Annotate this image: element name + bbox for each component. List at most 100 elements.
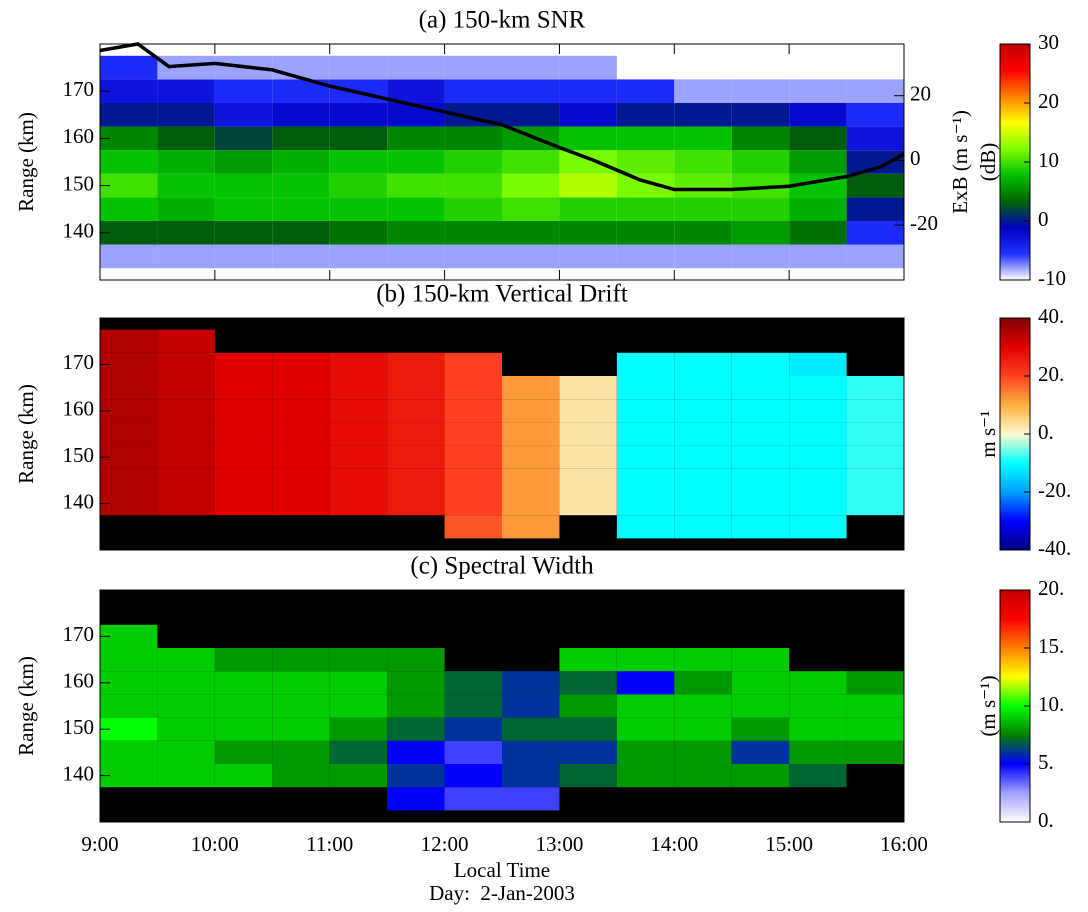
heatmap-cell	[387, 468, 445, 492]
heatmap-cell	[502, 79, 560, 103]
heatmap-cell	[444, 764, 502, 788]
heatmap-cell	[272, 352, 330, 376]
heatmap-cell	[272, 764, 330, 788]
heatmap-cell	[502, 173, 560, 198]
heatmap-cell	[444, 492, 502, 516]
heatmap-cell	[100, 173, 158, 198]
heatmap-cell	[846, 422, 904, 446]
heatmap-cell	[214, 103, 273, 127]
y2-tick-label: 20	[910, 82, 931, 106]
heatmap-cell	[559, 150, 617, 174]
heatmap-cell	[789, 376, 847, 400]
colorbar-tick-label: 10.	[1038, 692, 1064, 716]
heatmap-cell	[272, 694, 330, 718]
plot-frame	[99, 317, 905, 551]
heatmap-cell	[444, 244, 502, 269]
heatmap-cell	[214, 671, 273, 695]
heatmap-cell	[214, 197, 273, 221]
heatmap-cell	[100, 126, 158, 151]
heatmap-cell	[846, 150, 904, 174]
heatmap-cell	[272, 648, 330, 672]
heatmap-cell	[444, 352, 502, 376]
heatmap-cell	[502, 150, 560, 174]
heatmap-cell	[731, 717, 790, 741]
heatmap-cell	[329, 197, 388, 221]
heatmap-cell	[674, 648, 732, 672]
heatmap-cell	[214, 764, 273, 788]
heatmap-cell	[272, 717, 330, 741]
heatmap-cell	[157, 740, 215, 764]
heatmap-cell	[272, 422, 330, 446]
heatmap-cell	[329, 764, 388, 788]
heatmap-cell	[100, 221, 158, 245]
colorbar-tick-label: 20.	[1038, 362, 1064, 386]
heatmap-cell	[559, 399, 617, 423]
heatmap-cell	[157, 717, 215, 741]
heatmap-cell	[731, 221, 790, 245]
heatmap-cell	[387, 740, 445, 764]
heatmap-cell	[214, 468, 273, 492]
heatmap-cell	[272, 221, 330, 245]
panel-title: (b) 150-km Vertical Drift	[376, 281, 628, 308]
heatmap-cell	[789, 740, 847, 764]
colorbar-tick-label: 10	[1038, 148, 1059, 172]
colorbar-tick-label: 5.	[1038, 750, 1054, 774]
heatmap-cell	[157, 399, 215, 423]
heatmap-cell	[789, 445, 847, 469]
heatmap-cell	[674, 352, 732, 376]
heatmap-cell	[272, 399, 330, 423]
heatmap-cell	[731, 173, 790, 198]
heatmap-cell	[157, 221, 215, 245]
heatmap-cell	[559, 468, 617, 492]
heatmap-cell	[100, 352, 158, 376]
heatmap-cell	[214, 399, 273, 423]
heatmap-cell	[731, 150, 790, 174]
heatmap-cell	[846, 197, 904, 221]
heatmap-cell	[100, 468, 158, 492]
colorbar-tick-label: 0.	[1038, 808, 1054, 832]
heatmap-cell	[502, 694, 560, 718]
heatmap-cell	[789, 79, 847, 103]
heatmap-cell	[731, 103, 790, 127]
heatmap-cell	[272, 671, 330, 695]
heatmap-cell	[616, 694, 675, 718]
colorbar-tick-label: -20.	[1038, 478, 1071, 502]
heatmap-cell	[616, 468, 675, 492]
heatmap-cell	[444, 717, 502, 741]
y2-tick-label: 0	[910, 146, 921, 170]
heatmap-cell	[329, 103, 388, 127]
heatmap-cell	[789, 764, 847, 788]
heatmap-cell	[731, 422, 790, 446]
heatmap-cell	[444, 422, 502, 446]
heatmap-cell	[674, 445, 732, 469]
heatmap-cell	[272, 79, 330, 103]
heatmap-cell	[329, 648, 388, 672]
y-tick-label: 160	[63, 124, 95, 148]
heatmap-cell	[329, 126, 388, 151]
y-tick-label: 150	[63, 171, 95, 195]
heatmap-cell	[329, 399, 388, 423]
x-tick-label: 16:00	[880, 832, 928, 856]
heatmap-cell	[502, 376, 560, 400]
heatmap-cell	[846, 173, 904, 198]
heatmap-cell	[272, 244, 330, 269]
heatmap-cell	[789, 244, 847, 269]
heatmap-cell	[789, 150, 847, 174]
heatmap-cell	[214, 717, 273, 741]
y-tick-label: 160	[63, 669, 95, 693]
y-axis-label: Range (km)	[14, 384, 38, 484]
heatmap-cell	[387, 422, 445, 446]
heatmap-cell	[789, 352, 847, 376]
heatmap-cell	[502, 103, 560, 127]
heatmap-cell	[674, 126, 732, 151]
heatmap-cell	[157, 150, 215, 174]
heatmap-cell	[559, 694, 617, 718]
x-axis-label: Local Time	[454, 858, 550, 882]
heatmap-cell	[157, 173, 215, 198]
colorbar-tick-label: 0	[1038, 207, 1049, 231]
heatmap-cell	[329, 445, 388, 469]
heatmap-cell	[616, 399, 675, 423]
x-tick-label: 14:00	[650, 832, 698, 856]
x-tick-label: 12:00	[421, 832, 469, 856]
heatmap-cell	[502, 671, 560, 695]
